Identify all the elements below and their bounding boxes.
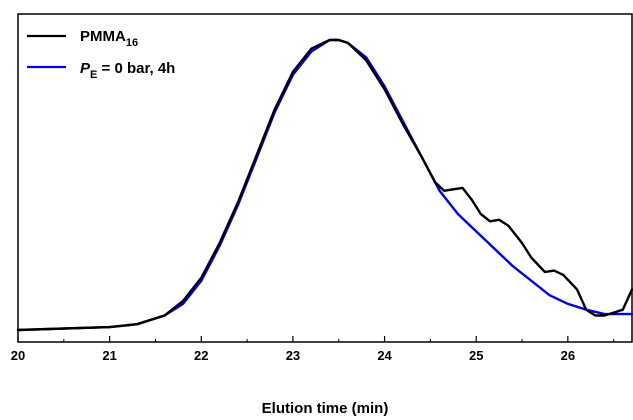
legend-label-pmma: PMMA16: [80, 28, 138, 49]
series-line-pmma16: [16, 38, 633, 332]
x-tick-label: 20: [11, 348, 25, 363]
plot-frame: [17, 13, 633, 343]
x-tick-label: 23: [286, 348, 300, 363]
x-axis-title: Elution time (min): [262, 400, 389, 417]
series-layer: [16, 38, 633, 332]
x-axis-ticks: 20 21 22 23 24 25 26: [11, 336, 615, 363]
series-line-pe-0bar-4h: [16, 38, 633, 332]
legend-label-pe: PE = 0 bar, 4h: [80, 60, 175, 81]
legend: PMMA16 PE = 0 bar, 4h: [27, 28, 175, 81]
x-tick-label: 26: [561, 348, 575, 363]
x-tick-label: 25: [469, 348, 483, 363]
x-tick-label: 24: [377, 348, 392, 363]
x-tick-label: 21: [102, 348, 116, 363]
x-tick-label: 22: [194, 348, 208, 363]
